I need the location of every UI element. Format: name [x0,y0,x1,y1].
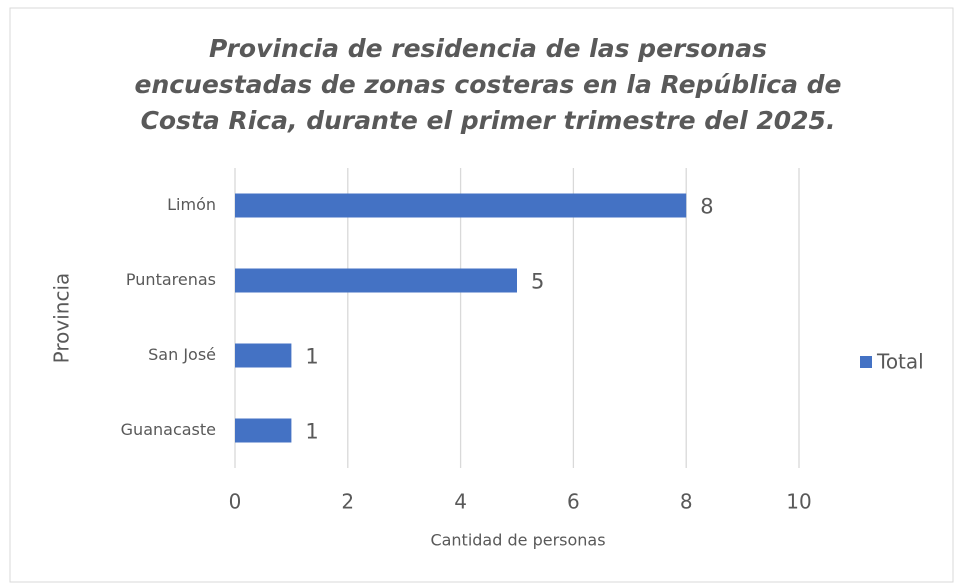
data-label: 1 [305,345,318,369]
data-label: 1 [305,420,318,444]
legend-label: Total [876,350,924,374]
chart-title: Costa Rica, durante el primer trimestre … [141,106,836,135]
x-tick-label: 10 [786,490,811,514]
x-axis-label: Cantidad de personas [430,531,605,550]
data-label: 5 [531,270,544,294]
y-tick-label: Limón [167,195,216,214]
bar [235,418,292,443]
y-tick-label: Puntarenas [126,270,216,289]
x-tick-label: 8 [680,490,693,514]
data-label: 8 [700,195,713,219]
y-tick-label: San José [148,345,216,364]
x-tick-label: 0 [229,490,242,514]
y-axis-label: Provincia [50,273,74,364]
chart-title: Provincia de residencia de las personas [209,34,767,63]
x-tick-label: 6 [567,490,580,514]
chart-title: encuestadas de zonas costeras en la Repú… [134,70,841,99]
legend-swatch [860,356,872,368]
y-tick-label: Guanacaste [121,420,216,439]
bar [235,268,517,293]
x-tick-label: 2 [341,490,354,514]
bar [235,343,292,368]
bar [235,193,687,218]
x-tick-label: 4 [454,490,467,514]
chart-frame [9,7,954,583]
